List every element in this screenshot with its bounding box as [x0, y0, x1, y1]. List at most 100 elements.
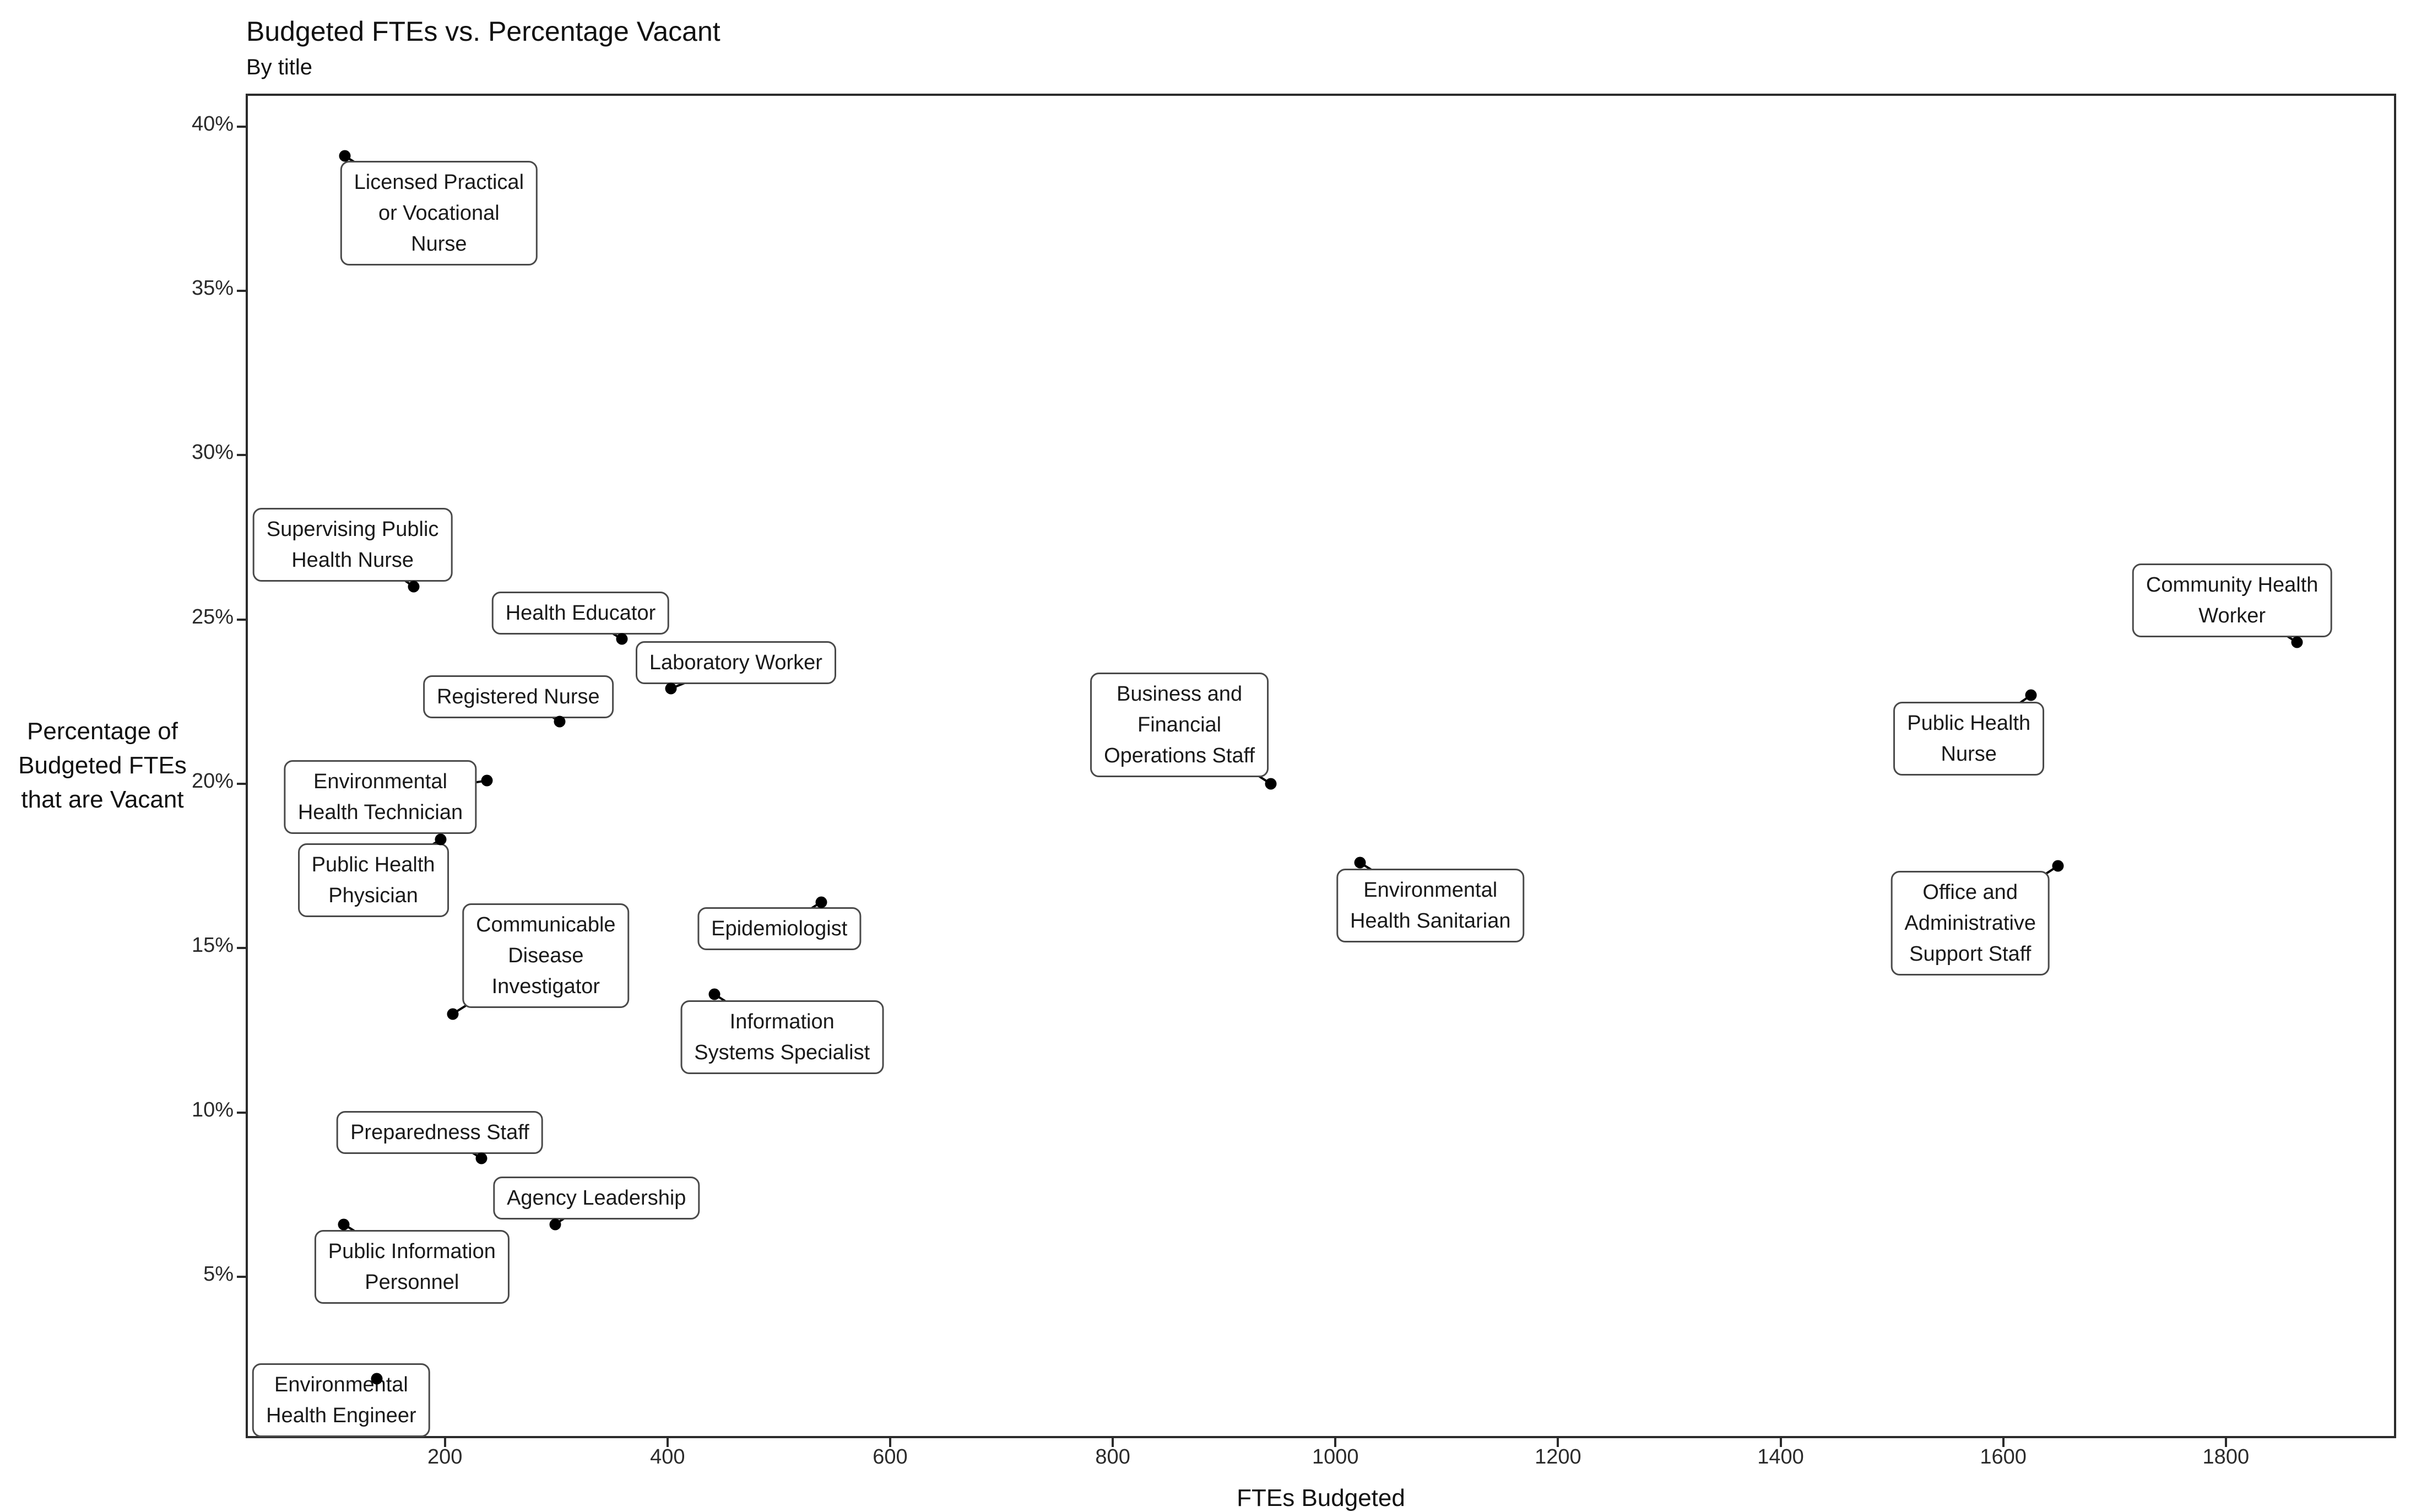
y-tick — [237, 1111, 246, 1114]
y-tick-label: 40% — [191, 112, 234, 136]
point-label: Agency Leadership — [493, 1176, 700, 1220]
x-axis-title: FTEs Budgeted — [1237, 1484, 1405, 1511]
y-tick-label: 30% — [191, 441, 234, 464]
y-tick-label: 25% — [191, 605, 234, 628]
point-label-line: Operations Staff — [1104, 744, 1255, 768]
point-label: Communicable Disease Investigator — [462, 903, 630, 1008]
point-label-line: Health Technician — [297, 801, 463, 825]
x-tick-label: 200 — [427, 1445, 463, 1468]
y-axis-title-line: that are Vacant — [21, 786, 184, 813]
y-axis-title-line: Budgeted FTEs — [18, 752, 187, 779]
data-point — [815, 896, 827, 908]
data-point — [2025, 689, 2037, 701]
point-label-line: Health Engineer — [266, 1404, 416, 1427]
y-tick-label: 20% — [191, 769, 234, 793]
x-tick-label: 1000 — [1312, 1445, 1359, 1468]
x-tick — [1779, 1438, 1782, 1447]
point-label: Environmental Health Technician — [284, 760, 477, 834]
point-label: Public Information Personnel — [314, 1229, 510, 1304]
point-label-line: Public Health — [311, 853, 435, 877]
point-label: Licensed Practical or Vocational Nurse — [340, 161, 538, 266]
data-point — [447, 1008, 459, 1020]
point-label: Public Health Nurse — [1893, 701, 2045, 776]
point-label-line: Health Educator — [505, 601, 656, 625]
point-label-line: Agency Leadership — [507, 1186, 686, 1210]
data-point — [1354, 857, 1366, 869]
point-label-line: Information — [729, 1010, 835, 1033]
x-tick — [889, 1438, 891, 1447]
point-label: Registered Nurse — [422, 675, 614, 718]
x-tick — [443, 1438, 446, 1447]
point-label: Environmental Health Sanitarian — [1336, 869, 1525, 943]
x-tick-label: 1400 — [1757, 1445, 1804, 1468]
point-label-line: Worker — [2198, 604, 2266, 628]
point-label: Preparedness Staff — [337, 1111, 543, 1155]
point-label-line: Preparedness Staff — [350, 1121, 529, 1145]
point-label-line: Community Health — [2146, 573, 2319, 597]
y-tick — [237, 783, 246, 785]
point-label-line: Administrative — [1904, 912, 2036, 935]
data-point — [481, 774, 493, 787]
point-label: Public Health Physician — [297, 843, 449, 918]
data-point — [338, 1218, 350, 1231]
y-tick — [237, 290, 246, 292]
chart-title: Budgeted FTEs vs. Percentage Vacant — [246, 16, 721, 47]
x-tick — [1334, 1438, 1337, 1447]
point-label-line: Health Sanitarian — [1350, 909, 1511, 933]
point-label-line: Personnel — [365, 1270, 459, 1294]
data-point — [708, 988, 721, 1000]
point-label: Office and Administrative Support Staff — [1890, 871, 2050, 976]
x-tick-label: 1200 — [1535, 1445, 1581, 1468]
data-point — [2052, 860, 2064, 872]
point-label: Environmental Health Engineer — [252, 1363, 430, 1437]
point-label-line: Disease — [508, 944, 584, 967]
y-tick-label: 15% — [191, 934, 234, 957]
point-label-line: Business and — [1116, 682, 1243, 706]
point-label-line: Registered Nurse — [436, 685, 600, 708]
point-label-line: Environmental — [313, 770, 447, 794]
point-label-line: Environmental — [1363, 879, 1498, 902]
point-label: Information Systems Specialist — [680, 1000, 884, 1074]
point-label-line: Laboratory Worker — [649, 651, 822, 674]
data-point — [554, 716, 566, 728]
y-tick — [237, 454, 246, 457]
point-label: Business and Financial Operations Staff — [1090, 673, 1269, 778]
x-tick-label: 600 — [873, 1445, 908, 1468]
x-tick — [1557, 1438, 1559, 1447]
y-tick — [237, 618, 246, 621]
data-point — [435, 833, 447, 846]
data-point — [549, 1218, 561, 1231]
data-point — [408, 581, 420, 593]
point-label-line: Physician — [328, 884, 418, 908]
point-label-line: Investigator — [491, 974, 600, 998]
x-tick-label: 400 — [650, 1445, 685, 1468]
data-point — [665, 682, 677, 695]
x-tick — [2224, 1438, 2227, 1447]
x-tick-label: 800 — [1095, 1445, 1130, 1468]
y-tick-label: 5% — [203, 1262, 234, 1286]
x-tick — [2002, 1438, 2005, 1447]
point-label-line: Licensed Practical — [354, 171, 524, 194]
point-label-line: Support Staff — [1909, 942, 2032, 966]
y-tick-label: 10% — [191, 1098, 234, 1121]
point-label-line: Environmental — [274, 1373, 408, 1396]
point-label-line: Office and — [1922, 881, 2018, 904]
x-tick-label: 1800 — [2202, 1445, 2250, 1468]
x-tick — [1112, 1438, 1114, 1447]
y-axis-title: Percentage of Budgeted FTEs that are Vacan… — [14, 714, 191, 817]
data-point — [1265, 778, 1277, 790]
data-point — [2291, 636, 2303, 648]
point-label-line: Nurse — [1941, 742, 1997, 766]
point-label: Community Health Worker — [2132, 563, 2332, 638]
point-label-line: Financial — [1137, 713, 1222, 737]
data-point — [475, 1152, 487, 1164]
point-label-line: Nurse — [411, 232, 467, 256]
x-tick-label: 1600 — [1980, 1445, 2027, 1468]
data-point — [339, 150, 351, 162]
point-label: Laboratory Worker — [635, 641, 836, 684]
y-tick-label: 35% — [191, 277, 234, 300]
point-label-line: Systems Specialist — [694, 1040, 870, 1064]
y-tick — [237, 947, 246, 950]
point-label: Supervising Public Health Nurse — [252, 508, 453, 582]
